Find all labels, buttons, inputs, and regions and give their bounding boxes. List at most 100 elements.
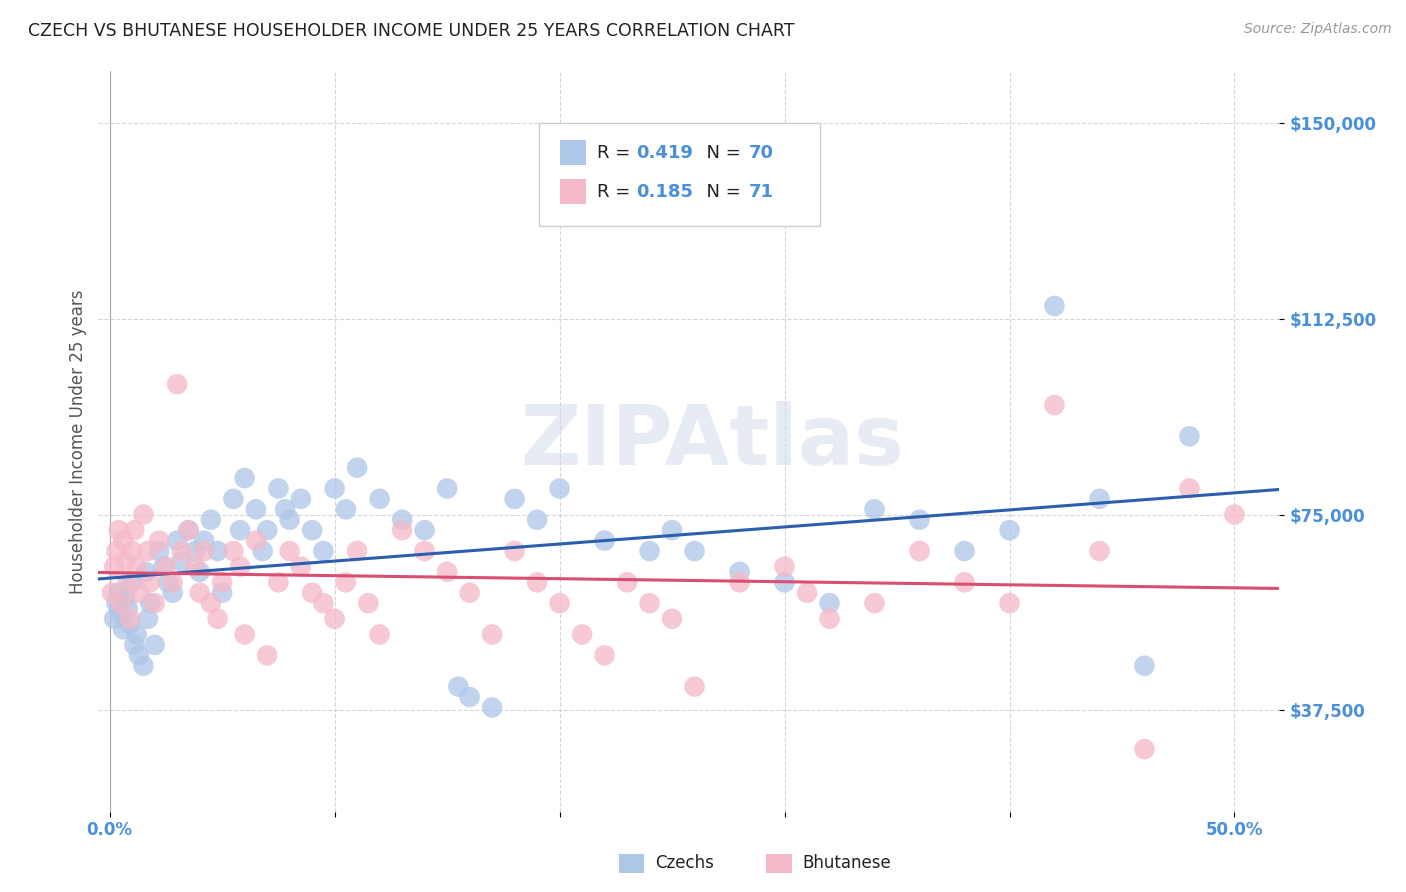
- Point: [124, 523, 146, 537]
- Point: [136, 544, 159, 558]
- Text: Czechs: Czechs: [655, 855, 714, 872]
- Text: N =: N =: [696, 144, 747, 161]
- Point: [796, 586, 818, 600]
- Point: [290, 491, 312, 506]
- Point: [121, 544, 143, 558]
- Point: [863, 596, 886, 610]
- Point: [301, 523, 323, 537]
- Point: [661, 612, 683, 626]
- Point: [103, 559, 125, 574]
- Point: [290, 559, 312, 574]
- Point: [357, 596, 380, 610]
- Point: [953, 575, 976, 590]
- Point: [863, 502, 886, 516]
- Text: N =: N =: [696, 183, 747, 201]
- Point: [148, 533, 170, 548]
- Point: [953, 544, 976, 558]
- Point: [152, 559, 174, 574]
- Point: [112, 622, 135, 636]
- Text: 71: 71: [749, 183, 773, 201]
- Point: [1088, 491, 1111, 506]
- Point: [391, 523, 413, 537]
- Point: [125, 559, 148, 574]
- Point: [346, 460, 368, 475]
- Point: [773, 575, 796, 590]
- Text: 70: 70: [749, 144, 773, 161]
- Point: [193, 544, 215, 558]
- Point: [184, 559, 207, 574]
- Point: [728, 565, 751, 579]
- Point: [548, 596, 571, 610]
- Point: [148, 544, 170, 558]
- Point: [368, 491, 391, 506]
- Point: [728, 575, 751, 590]
- Point: [143, 596, 166, 610]
- Point: [818, 596, 841, 610]
- Point: [413, 523, 436, 537]
- Text: CZECH VS BHUTANESE HOUSEHOLDER INCOME UNDER 25 YEARS CORRELATION CHART: CZECH VS BHUTANESE HOUSEHOLDER INCOME UN…: [28, 22, 794, 40]
- Point: [166, 533, 188, 548]
- Point: [233, 471, 256, 485]
- Point: [908, 513, 931, 527]
- Point: [908, 544, 931, 558]
- Point: [773, 559, 796, 574]
- Point: [256, 648, 278, 663]
- Point: [132, 508, 155, 522]
- Point: [184, 544, 207, 558]
- Point: [503, 544, 526, 558]
- Point: [128, 648, 150, 663]
- Point: [107, 523, 129, 537]
- Point: [593, 533, 616, 548]
- Point: [103, 612, 125, 626]
- Point: [481, 700, 503, 714]
- Point: [132, 658, 155, 673]
- Point: [503, 491, 526, 506]
- Point: [162, 575, 184, 590]
- Point: [245, 502, 267, 516]
- Point: [998, 596, 1021, 610]
- Point: [211, 586, 233, 600]
- Point: [1043, 398, 1066, 412]
- Point: [101, 586, 124, 600]
- Point: [346, 544, 368, 558]
- Text: Source: ZipAtlas.com: Source: ZipAtlas.com: [1244, 22, 1392, 37]
- Point: [124, 638, 146, 652]
- Text: 0.185: 0.185: [637, 183, 693, 201]
- Point: [638, 544, 661, 558]
- Point: [274, 502, 297, 516]
- Point: [335, 502, 357, 516]
- Point: [1133, 658, 1156, 673]
- Text: R =: R =: [598, 183, 636, 201]
- Point: [117, 601, 139, 615]
- Point: [177, 523, 200, 537]
- Text: ZIPAtlas: ZIPAtlas: [520, 401, 904, 482]
- Point: [114, 591, 136, 605]
- Point: [1088, 544, 1111, 558]
- Point: [117, 575, 139, 590]
- Text: 0.419: 0.419: [637, 144, 693, 161]
- Point: [170, 554, 193, 568]
- Point: [105, 544, 128, 558]
- Point: [818, 612, 841, 626]
- Point: [267, 482, 290, 496]
- Point: [128, 586, 150, 600]
- Point: [526, 513, 548, 527]
- Point: [252, 544, 274, 558]
- Point: [616, 575, 638, 590]
- Point: [458, 586, 481, 600]
- Point: [222, 491, 245, 506]
- Point: [110, 596, 132, 610]
- Point: [162, 586, 184, 600]
- Point: [661, 523, 683, 537]
- Point: [143, 638, 166, 652]
- Point: [267, 575, 290, 590]
- Point: [526, 575, 548, 590]
- Point: [312, 596, 335, 610]
- Text: Bhutanese: Bhutanese: [803, 855, 891, 872]
- Point: [683, 544, 706, 558]
- Point: [998, 523, 1021, 537]
- Point: [136, 612, 159, 626]
- Point: [1223, 508, 1246, 522]
- Point: [105, 596, 128, 610]
- Point: [447, 680, 470, 694]
